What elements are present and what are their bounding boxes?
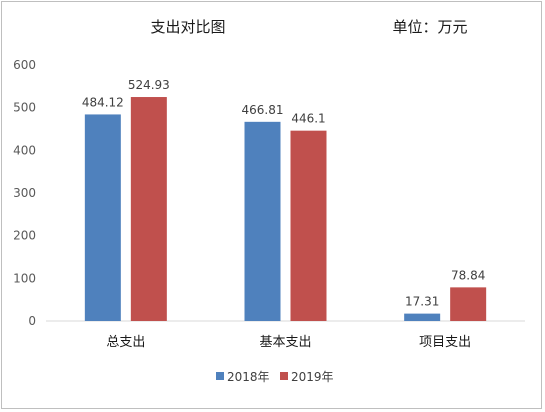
bars xyxy=(85,97,486,321)
bar-2018年-基本支出 xyxy=(245,122,281,321)
x-tick-label: 项目支出 xyxy=(419,335,471,350)
legend-swatch xyxy=(280,372,288,380)
legend-label: 2019年 xyxy=(291,370,334,384)
data-label: 524.93 xyxy=(128,78,170,92)
legend-swatch xyxy=(216,372,224,380)
unit-label: 单位：万元 xyxy=(392,18,467,36)
data-label: 446.1 xyxy=(291,112,325,126)
bar-2019年-项目支出 xyxy=(450,287,486,321)
bar-2018年-总支出 xyxy=(85,114,121,321)
chart-title: 支出对比图 xyxy=(150,18,225,36)
y-tick-label: 500 xyxy=(13,101,36,115)
y-tick-label: 600 xyxy=(13,58,36,72)
data-label: 466.81 xyxy=(242,103,284,117)
data-label: 17.31 xyxy=(405,295,439,309)
data-label: 78.84 xyxy=(451,268,485,282)
x-tick-label: 基本支出 xyxy=(259,335,311,350)
bar-2019年-基本支出 xyxy=(291,131,327,321)
y-tick-label: 400 xyxy=(13,143,36,157)
y-tick-label: 100 xyxy=(13,271,36,285)
data-label: 484.12 xyxy=(82,95,124,109)
legend-label: 2018年 xyxy=(227,370,270,384)
y-tick-label: 0 xyxy=(28,314,36,328)
x-tick-label: 总支出 xyxy=(106,335,145,350)
legend: 2018年 2019年 xyxy=(216,370,334,384)
bar-2018年-项目支出 xyxy=(404,314,440,321)
bar-2019年-总支出 xyxy=(131,97,167,321)
y-tick-label: 300 xyxy=(13,186,36,200)
y-tick-label: 200 xyxy=(13,229,36,243)
